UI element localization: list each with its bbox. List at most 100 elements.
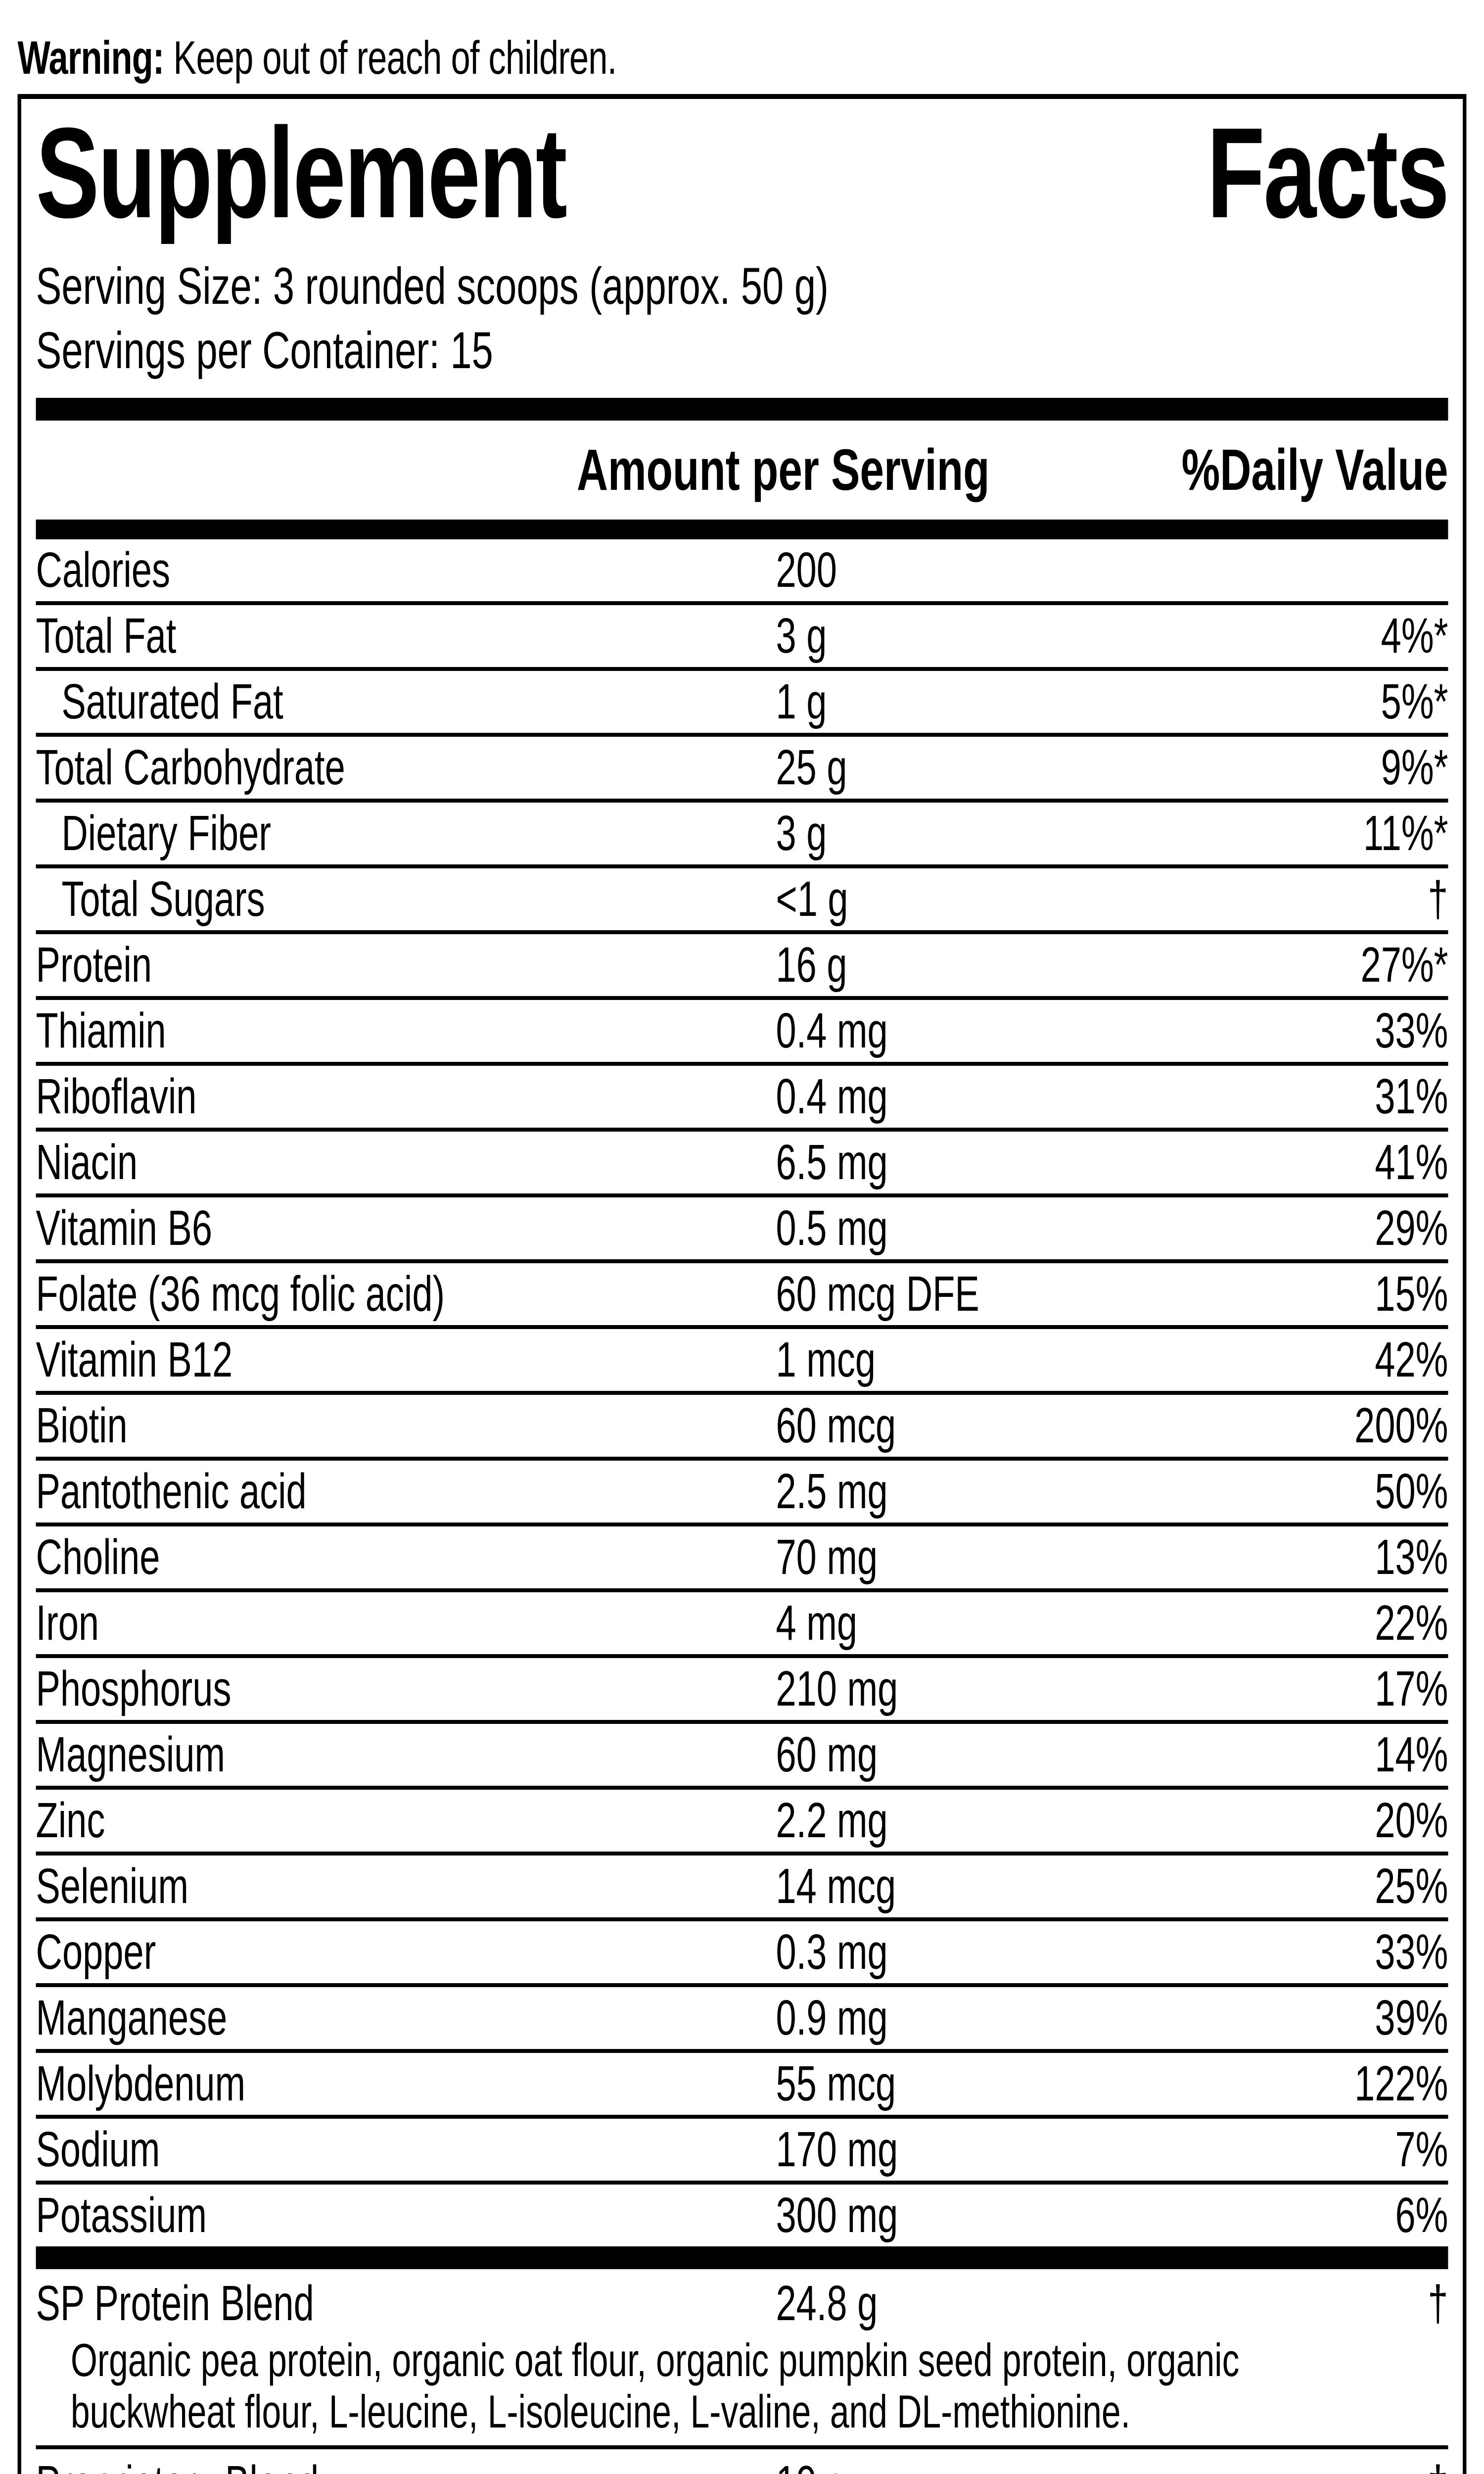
nutrient-amount: 60 mg [776,1727,878,1782]
nutrient-amount: 60 mcg [776,1398,896,1453]
blend-amount: 19 g [776,2454,1428,2474]
nutrient-daily-value: 5%* [1381,674,1448,729]
nutrient-row: Dietary Fiber 3 g 11%* [36,803,1448,868]
nutrient-row: Vitamin B6 0.5 mg 29% [36,1197,1448,1263]
nutrient-label: Total Fat [36,608,177,664]
nutrient-amount: 170 mg [776,2122,898,2177]
nutrient-label: Molybdenum [36,2056,246,2111]
blend-daily-value: † [1428,2276,1448,2331]
nutrient-row: Sodium 170 mg 7% [36,2119,1448,2185]
nutrient-label: Vitamin B12 [36,1332,233,1387]
nutrient-daily-value: 7% [1395,2122,1448,2177]
nutrient-amount: 0.3 mg [776,1924,888,1980]
blend-section: Proprietary Blend 19 g † Amylopectin (fr… [36,2445,1448,2474]
nutrient-row: Saturated Fat 1 g 5%* [36,671,1448,737]
nutrient-label: Protein [36,937,152,993]
nutrient-daily-value: 50% [1375,1464,1448,1519]
nutrient-label: Vitamin B6 [36,1200,213,1256]
nutrient-rows: Calories 200 Total Fat 3 g 4%* Saturated… [36,539,1448,2246]
nutrient-amount: 1 mcg [776,1332,876,1387]
blend-label: SP Protein Blend [36,2276,314,2331]
nutrient-daily-value: 6% [1395,2188,1448,2243]
nutrient-amount: 60 mcg DFE [776,1266,979,1322]
nutrient-row: Vitamin B12 1 mcg 42% [36,1329,1448,1395]
nutrient-label: Phosphorus [36,1661,232,1716]
nutrient-daily-value: 33% [1375,1003,1448,1058]
nutrient-daily-value: 4%* [1381,608,1448,664]
nutrient-daily-value: 13% [1375,1529,1448,1585]
nutrient-label: Saturated Fat [61,674,283,729]
nutrient-amount: 70 mg [776,1529,878,1585]
nutrient-label: Dietary Fiber [61,806,271,861]
nutrient-daily-value: 25% [1375,1858,1448,1914]
nutrient-label: Riboflavin [36,1069,197,1124]
nutrient-amount: 6.5 mg [776,1135,888,1190]
nutrient-amount: 0.4 mg [776,1069,888,1124]
nutrient-row: Total Carbohydrate 25 g 9%* [36,737,1448,803]
daily-value-column-header: %Daily Value [1181,437,1448,503]
blend-daily-value: † [1428,2454,1448,2474]
nutrient-daily-value: 27%* [1360,937,1448,993]
supplement-facts-panel: Supplement Facts Serving Size: 3 rounded… [17,94,1467,2474]
nutrient-row: Copper 0.3 mg 33% [36,1921,1448,1987]
nutrient-label: Biotin [36,1398,128,1453]
nutrient-daily-value: 11%* [1363,806,1448,861]
nutrient-row: Folate (36 mcg folic acid) 60 mcg DFE 15… [36,1263,1448,1329]
divider-bar-top [36,398,1448,421]
nutrient-daily-value: 15% [1375,1266,1448,1322]
servings-per-container: Servings per Container: 15 [36,322,493,380]
nutrient-daily-value: 122% [1354,2056,1448,2111]
nutrient-amount: 25 g [776,740,847,795]
nutrient-row: Potassium 300 mg 6% [36,2185,1448,2246]
serving-size: Serving Size: 3 rounded scoops (approx. … [36,257,829,315]
nutrient-row: Iron 4 mg 22% [36,1592,1448,1658]
blend-row: SP Protein Blend 24.8 g † [36,2269,1448,2332]
nutrient-daily-value: 41% [1375,1135,1448,1190]
nutrient-row: Manganese 0.9 mg 39% [36,1987,1448,2053]
nutrient-label: Zinc [36,1793,105,1848]
blend-sections: SP Protein Blend 24.8 g † Organic pea pr… [36,2269,1448,2474]
warning-label: Warning: [17,32,165,84]
nutrient-row: Pantothenic acid 2.5 mg 50% [36,1461,1448,1526]
nutrient-row: Niacin 6.5 mg 41% [36,1132,1448,1197]
nutrient-row: Magnesium 60 mg 14% [36,1724,1448,1790]
nutrient-amount: 14 mcg [776,1858,896,1914]
panel-title-word-left: Supplement [36,101,567,245]
nutrient-amount: 2.2 mg [776,1793,888,1848]
nutrient-label: Selenium [36,1858,189,1914]
nutrient-amount: 3 g [776,608,827,664]
divider-bar-blends [36,2246,1448,2269]
nutrient-row: Calories 200 [36,539,1448,605]
nutrient-amount: 0.9 mg [776,1990,888,2046]
blend-label: Proprietary Blend [36,2454,776,2474]
nutrient-label: Sodium [36,2122,160,2177]
warning-body: Keep out of reach of children. [164,32,617,84]
nutrient-amount: <1 g [776,871,848,927]
nutrient-amount: 0.5 mg [776,1200,888,1256]
panel-title-word-right: Facts [1206,101,1450,245]
nutrient-label: Total Carbohydrate [36,740,345,795]
nutrient-label: Total Sugars [61,871,265,927]
nutrient-amount: 0.4 mg [776,1003,888,1058]
nutrient-daily-value: 29% [1375,1200,1448,1256]
nutrient-daily-value: 17% [1375,1661,1448,1716]
nutrient-label: Manganese [36,1990,228,2046]
nutrient-amount: 1 g [776,674,827,729]
nutrient-row: Total Fat 3 g 4%* [36,605,1448,671]
nutrient-label: Pantothenic acid [36,1464,307,1519]
supplement-label: Warning: Keep out of reach of children. … [0,30,1484,2474]
nutrient-daily-value: 22% [1375,1595,1448,1651]
nutrient-amount: 2.5 mg [776,1464,888,1519]
nutrient-label: Niacin [36,1135,138,1190]
column-header-row: Amount per Serving %Daily Value [36,421,1448,520]
warning-text: Warning: Keep out of reach of children. [18,30,1467,86]
nutrient-label: Copper [36,1924,156,1980]
nutrient-row: Total Sugars <1 g † [36,868,1448,934]
blend-amount: 24.8 g [776,2276,878,2331]
serving-info: Serving Size: 3 rounded scoops (approx. … [36,254,1448,383]
nutrient-label: Choline [36,1529,160,1585]
nutrient-amount: 3 g [776,806,827,861]
nutrient-label: Calories [36,542,170,598]
nutrient-row: Molybdenum 55 mcg 122% [36,2053,1448,2119]
nutrient-label: Potassium [36,2188,207,2243]
